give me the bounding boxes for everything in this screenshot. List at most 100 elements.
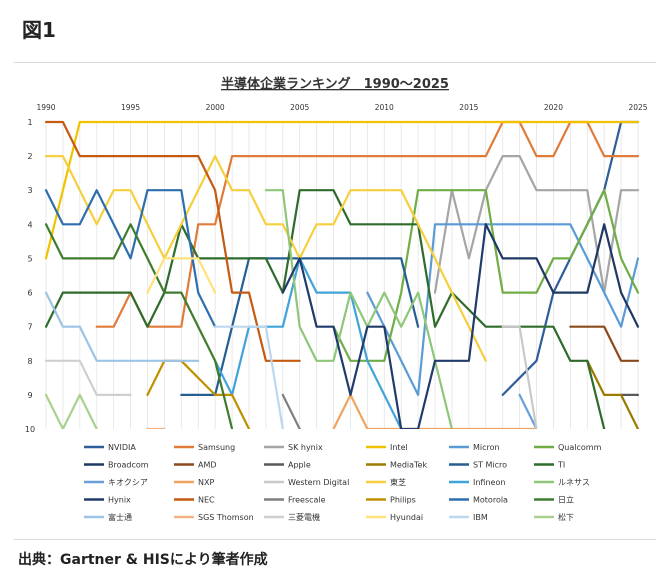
x-tick-label: 2010: [375, 103, 394, 112]
legend-label: ST Micro: [473, 461, 507, 470]
legend-label: Hynix: [108, 496, 131, 505]
series-line: [95, 120, 640, 328]
legend-item: 松下: [534, 512, 574, 522]
legend-item: ルネサス: [534, 478, 590, 487]
legend-item: Hynix: [84, 496, 131, 505]
y-tick-label: 1: [27, 118, 32, 127]
legend-label: NXP: [198, 478, 214, 487]
legend-label: SK hynix: [288, 443, 323, 452]
legend-item: Qualcomm: [534, 443, 602, 452]
x-tick-label: 1990: [36, 103, 55, 112]
y-tick-label: 9: [27, 391, 32, 400]
y-tick-label: 7: [27, 323, 32, 332]
legend-item: Samsung: [174, 443, 235, 452]
series-line: [281, 223, 487, 429]
figure-label: 図1: [22, 18, 56, 42]
legend: NVIDIA Samsung SK hynix Intel Micron Qualcomm…: [84, 443, 602, 522]
legend-label: Micron: [473, 443, 500, 452]
legend-label: Philips: [390, 496, 416, 505]
chart-frame: 半導体企業ランキング 1990〜2025 1990 1995 2000 2005 201…: [14, 62, 656, 540]
series-lines: [44, 120, 640, 429]
legend-label: キオクシア: [108, 478, 148, 487]
legend-item: 東芝: [366, 477, 406, 487]
legend-label: AMD: [198, 461, 217, 470]
y-tick-label: 4: [27, 220, 32, 229]
legend-label: Hyundai: [390, 513, 423, 522]
series-line: [44, 291, 200, 362]
legend-item: IBM: [449, 513, 488, 522]
legend-label: ルネサス: [558, 478, 590, 487]
rank-chart: 半導体企業ランキング 1990〜2025 1990 1995 2000 2005 201…: [25, 76, 648, 522]
legend-label: Samsung: [198, 443, 235, 452]
legend-item: Western Digital: [264, 478, 349, 487]
series-line: [281, 393, 301, 429]
legend-item: Intel: [366, 443, 408, 452]
series-line: [586, 359, 640, 429]
legend-item: Broadcom: [84, 461, 149, 470]
y-tick-label: 6: [27, 289, 32, 298]
legend-label: MediaTek: [390, 461, 427, 470]
series-line: [569, 325, 640, 362]
legend-label: 三菱電機: [288, 512, 320, 522]
legend-label: 松下: [558, 512, 574, 522]
series-line: [146, 257, 217, 294]
series-line: [44, 393, 98, 429]
legend-item: NEC: [174, 496, 215, 505]
series-line: [264, 189, 453, 429]
x-tick-label: 2005: [290, 103, 309, 112]
legend-label: Freescale: [288, 496, 326, 505]
legend-item: 日立: [534, 495, 574, 505]
legend-label: Intel: [390, 443, 408, 452]
y-tick-label: 3: [27, 186, 32, 195]
grid-lines: [45, 122, 639, 429]
legend-label: Infineon: [473, 478, 505, 487]
legend-label: TI: [557, 461, 565, 470]
y-tick-label: 10: [25, 425, 35, 434]
series-line: [501, 325, 538, 429]
y-tick-label: 2: [27, 152, 32, 161]
legend-item: SK hynix: [264, 443, 323, 452]
series-line: [44, 189, 217, 328]
y-tick-label: 8: [27, 357, 32, 366]
legend-item: キオクシア: [84, 478, 148, 487]
y-tick-label: 5: [27, 254, 32, 263]
series-line: [332, 189, 640, 362]
series-line: [214, 257, 403, 429]
series-line: [484, 223, 640, 328]
series-line: [214, 325, 284, 429]
axis-ticks: 1990 1995 2000 2005 2010 2015 2020 2025 1 2 3 4 5 6 7 8…: [25, 103, 648, 434]
chart-title: 半導体企業ランキング 1990〜2025: [221, 76, 449, 92]
legend-label: Broadcom: [108, 461, 149, 470]
legend-label: NEC: [198, 496, 215, 505]
series-line: [44, 154, 487, 362]
legend-label: IBM: [473, 513, 488, 522]
series-line: [332, 393, 538, 429]
x-tick-label: 2020: [544, 103, 563, 112]
legend-label: SGS Thomson: [198, 513, 254, 522]
legend-label: Apple: [288, 461, 311, 470]
series-line: [44, 223, 234, 429]
legend-item: 富士通: [84, 512, 132, 522]
series-line: [44, 359, 132, 396]
legend-item: SGS Thomson: [174, 513, 254, 522]
legend-item: Motorola: [449, 496, 508, 505]
legend-item: NXP: [174, 478, 214, 487]
legend-item: MediaTek: [366, 461, 427, 470]
legend-item: Hyundai: [366, 513, 423, 522]
legend-item: Apple: [264, 461, 311, 470]
legend-item: 三菱電機: [264, 512, 320, 522]
legend-item: ST Micro: [449, 461, 507, 470]
legend-label: Qualcomm: [558, 443, 602, 452]
legend-item: Micron: [449, 443, 500, 452]
legend-label: 富士通: [108, 512, 132, 522]
legend-label: NVIDIA: [108, 443, 136, 452]
legend-item: Philips: [366, 496, 416, 505]
legend-label: 日立: [558, 495, 574, 505]
series-line: [146, 359, 251, 429]
legend-item: TI: [534, 461, 565, 470]
x-tick-label: 2015: [459, 103, 478, 112]
legend-item: NVIDIA: [84, 443, 136, 452]
series-line: [518, 393, 538, 429]
legend-label: 東芝: [390, 477, 406, 487]
legend-item: Infineon: [449, 478, 505, 487]
